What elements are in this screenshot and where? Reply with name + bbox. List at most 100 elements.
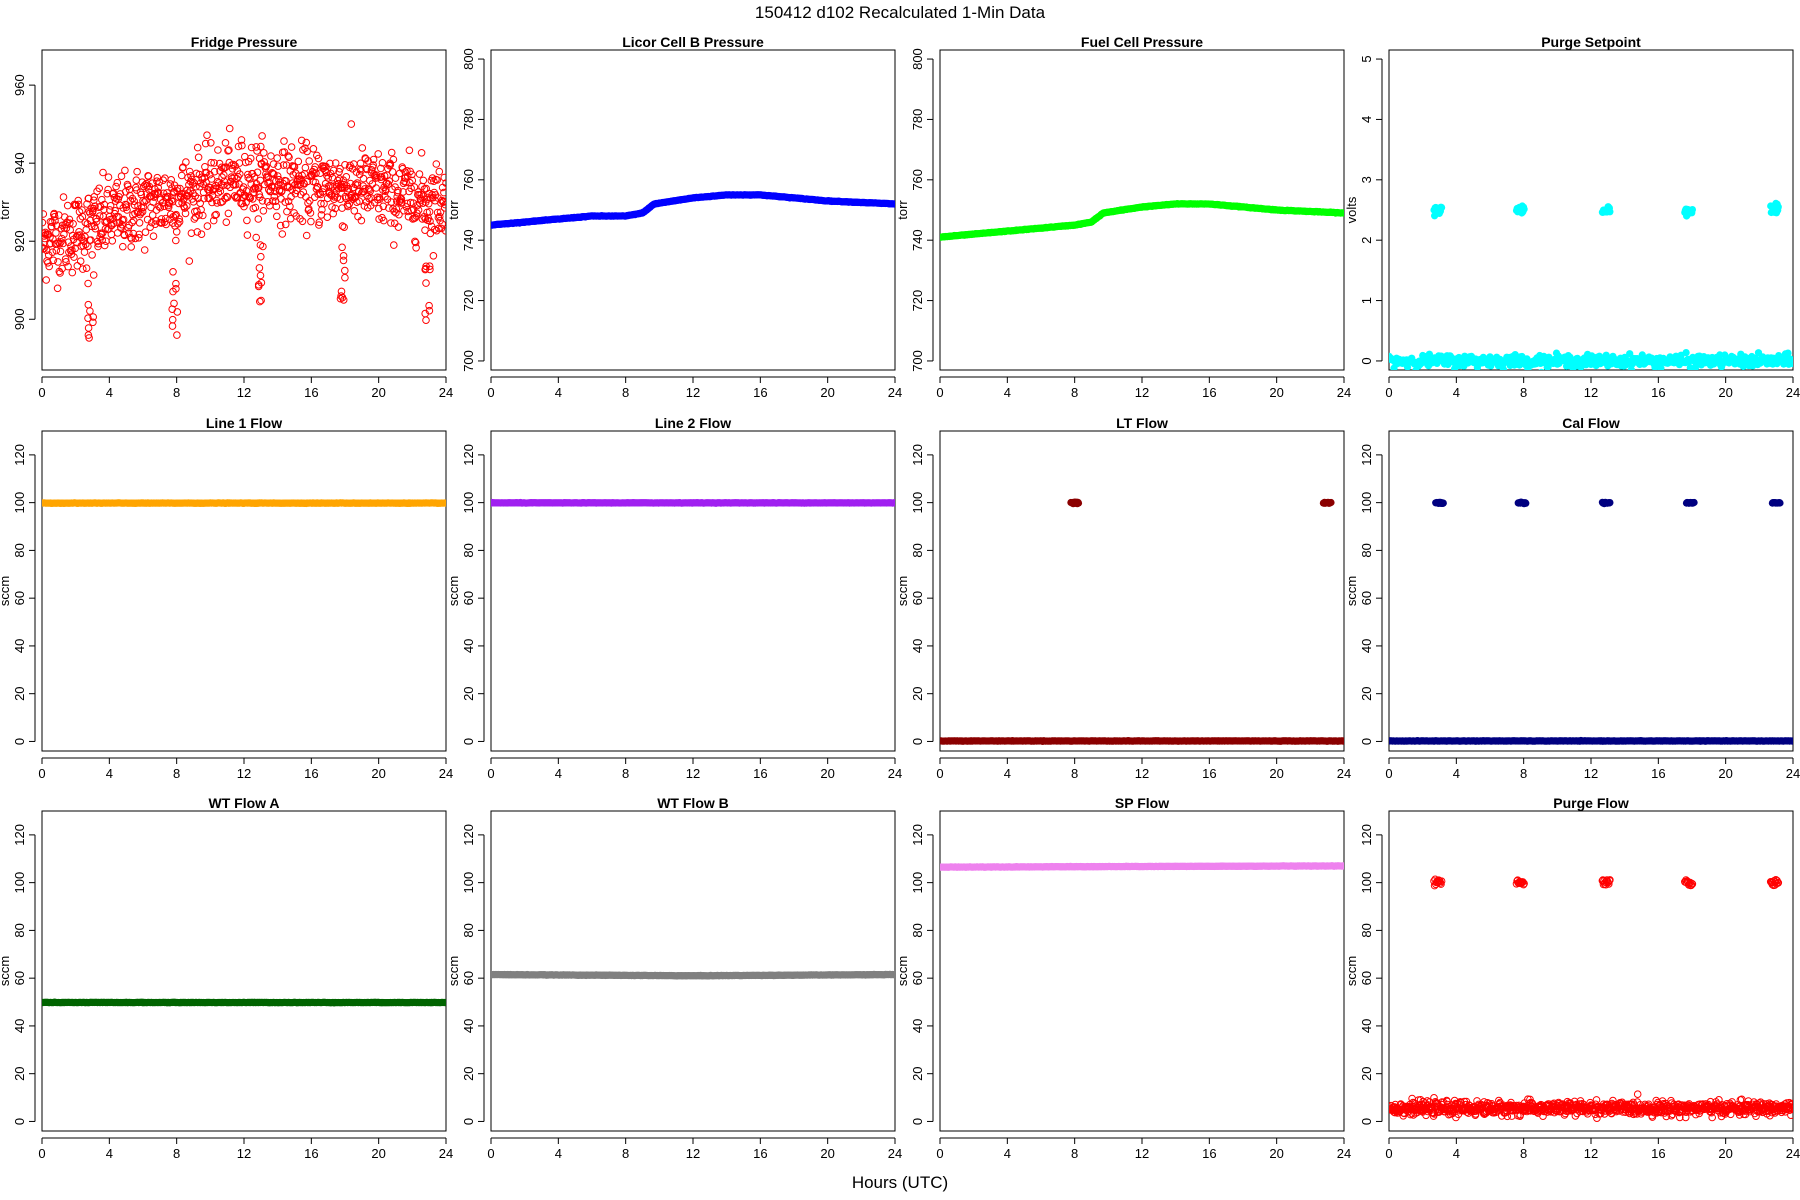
- data-point: [244, 170, 252, 179]
- x-tick-label: 24: [439, 1146, 453, 1161]
- data-point: [99, 168, 107, 177]
- data-point: [338, 222, 347, 230]
- data-point: [251, 203, 260, 212]
- data-point: [237, 136, 246, 144]
- data-point: [169, 287, 177, 296]
- data-point: [411, 213, 420, 222]
- data-point: [272, 202, 281, 211]
- data-point: [173, 331, 181, 339]
- y-tick-label: 80: [12, 543, 27, 557]
- y-tick-label: 720: [910, 290, 925, 312]
- data-point: [56, 247, 65, 256]
- data-point: [369, 155, 378, 164]
- data-point: [49, 256, 58, 265]
- data-point: [200, 194, 208, 203]
- data-points: [940, 200, 1344, 241]
- data-point: [194, 194, 202, 203]
- data-point: [273, 154, 282, 162]
- data-point: [1789, 737, 1793, 745]
- data-point: [256, 176, 265, 185]
- data-point: [369, 161, 378, 169]
- data-point: [394, 186, 402, 195]
- data-point: [1688, 206, 1696, 214]
- data-point: [301, 163, 310, 172]
- data-point: [76, 257, 85, 266]
- data-point: [1776, 499, 1784, 507]
- data-point: [432, 226, 441, 235]
- data-point: [225, 124, 234, 133]
- data-point: [215, 159, 224, 168]
- x-tick-label: 16: [1202, 385, 1216, 400]
- data-point: [1340, 737, 1344, 745]
- x-tick-label: 20: [371, 1146, 385, 1161]
- data-point: [374, 204, 383, 213]
- data-point: [359, 174, 368, 183]
- data-point: [256, 271, 265, 280]
- data-point: [228, 165, 237, 173]
- data-point: [140, 246, 149, 254]
- data-point: [341, 273, 349, 282]
- data-point: [433, 176, 442, 184]
- data-point: [153, 188, 162, 196]
- data-point: [406, 178, 414, 187]
- data-point: [377, 164, 385, 173]
- data-point: [211, 211, 219, 220]
- data-point: [182, 158, 190, 166]
- data-point: [84, 324, 93, 332]
- data-point: [61, 221, 69, 229]
- data-point: [252, 143, 261, 151]
- data-point: [104, 185, 112, 194]
- data-point: [1438, 204, 1446, 212]
- data-point: [127, 243, 135, 251]
- data-point: [399, 188, 407, 196]
- data-point: [259, 207, 268, 215]
- data-point: [106, 206, 114, 214]
- y-tick-label: 0: [12, 738, 27, 745]
- data-point: [217, 163, 226, 172]
- data-point: [258, 132, 266, 140]
- plot-frame: [41, 49, 447, 371]
- data-point: [138, 208, 147, 216]
- x-tick-label: 0: [487, 766, 494, 781]
- data-point: [440, 188, 446, 197]
- data-point: [53, 284, 62, 293]
- data-point: [303, 147, 311, 156]
- data-point: [285, 153, 293, 162]
- data-point: [441, 200, 446, 209]
- data-point: [308, 167, 317, 176]
- x-tick-label: 8: [622, 385, 629, 400]
- data-point: [1606, 499, 1614, 507]
- data-point: [238, 141, 246, 150]
- data-point: [433, 208, 442, 217]
- data-point: [63, 201, 72, 210]
- data-point: [326, 159, 334, 168]
- data-point: [252, 233, 261, 242]
- data-point: [128, 218, 136, 227]
- data-point: [122, 201, 131, 209]
- y-tick-label: 720: [461, 290, 476, 312]
- data-point: [117, 224, 125, 232]
- data-point: [1499, 365, 1508, 370]
- x-tick-label: 20: [371, 766, 385, 781]
- plot-frame: [41, 430, 447, 752]
- data-point: [382, 179, 391, 187]
- data-point: [315, 218, 324, 227]
- data-point: [65, 215, 74, 224]
- data-point: [199, 211, 207, 220]
- data-point: [281, 198, 290, 206]
- data-point: [389, 155, 398, 164]
- data-point: [344, 184, 353, 193]
- y-tick-label: 1: [1359, 297, 1374, 304]
- x-tick-label: 12: [1135, 385, 1149, 400]
- data-point: [364, 157, 372, 165]
- data-point: [342, 173, 351, 181]
- data-point: [315, 221, 323, 229]
- data-point: [126, 196, 135, 205]
- y-tick-label: 2: [1359, 237, 1374, 244]
- data-point: [52, 229, 60, 237]
- y-tick-label: 760: [910, 169, 925, 191]
- y-tick-label: 60: [12, 971, 27, 985]
